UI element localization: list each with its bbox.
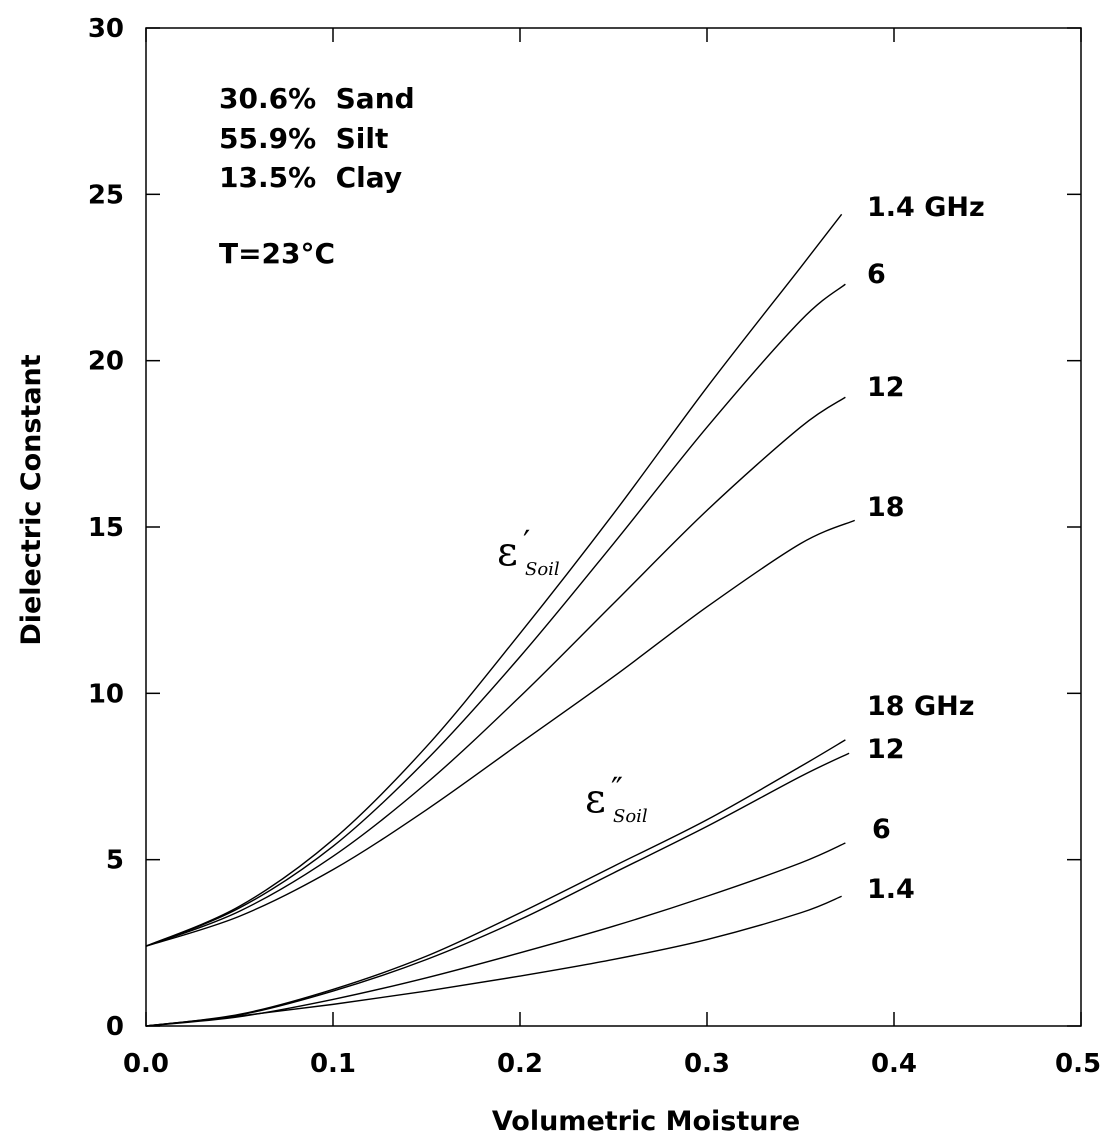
series-label-real-1-4-ghz: 1.4 GHz (867, 192, 985, 223)
series-label-imag-1-4: 1.4 (867, 874, 915, 905)
y-tick-label: 0 (106, 1012, 124, 1042)
real-part-label: ε ′ Soil (497, 523, 560, 580)
composition-annotation: 30.6% Sand 55.9% Silt 13.5% Clay (219, 82, 415, 194)
imaginary-part-subscript: Soil (613, 806, 648, 827)
series-label-imag-18-ghz: 18 GHz (867, 691, 974, 722)
series-line-imag-1 (145, 752, 850, 1027)
series-lines (145, 213, 856, 1027)
real-part-series-labels: 1.4 GHz 6 12 18 (867, 192, 985, 523)
x-tick-label: 0.4 (871, 1049, 917, 1079)
real-part-subscript: Soil (525, 559, 560, 580)
x-tick-label: 0.5 (1055, 1049, 1101, 1079)
y-tick-label: 25 (88, 180, 124, 210)
real-part-symbol: ε (497, 529, 518, 575)
imaginary-part-series-labels: 18 GHz 12 6 1.4 (867, 691, 974, 905)
silt-fraction: 55.9% Silt (219, 122, 388, 155)
imaginary-part-symbol: ε (585, 776, 606, 822)
y-tick-label: 20 (88, 347, 124, 377)
series-line-imag-0 (145, 739, 846, 1027)
x-axis-title: Volumetric Moisture (492, 1106, 800, 1137)
series-label-real-18: 18 (867, 492, 905, 523)
series-label-imag-6: 6 (872, 814, 891, 845)
y-tick-label: 30 (88, 14, 124, 44)
series-line-imag-3 (145, 895, 842, 1027)
series-line-real-3 (145, 519, 856, 947)
y-axis-title: Dielectric Constant (16, 354, 47, 645)
series-line-imag-2 (145, 842, 846, 1027)
series-line-real-0 (145, 213, 843, 947)
real-part-prime: ′ (523, 523, 530, 561)
sand-fraction: 30.6% Sand (219, 82, 415, 115)
x-tick-label: 0.0 (123, 1049, 169, 1079)
clay-fraction: 13.5% Clay (219, 161, 402, 194)
y-tick-label: 15 (88, 513, 124, 543)
temperature-annotation: T=23°C (219, 237, 335, 270)
x-tick-label: 0.1 (310, 1049, 356, 1079)
series-line-real-2 (145, 396, 846, 947)
series-line-real-1 (145, 283, 846, 947)
imaginary-part-label: ε ″ Soil (585, 770, 648, 827)
x-tick-labels: 0.0 0.1 0.2 0.3 0.4 0.5 (123, 1049, 1101, 1079)
series-label-real-12: 12 (867, 372, 905, 403)
y-tick-labels: 0 5 10 15 20 25 30 (88, 14, 124, 1042)
x-tick-label: 0.3 (684, 1049, 730, 1079)
series-label-imag-12: 12 (867, 734, 905, 765)
imaginary-part-prime: ″ (611, 770, 623, 808)
x-tick-label: 0.2 (497, 1049, 543, 1079)
series-label-real-6: 6 (867, 259, 886, 290)
y-tick-label: 5 (106, 846, 124, 876)
y-tick-label: 10 (88, 679, 124, 709)
